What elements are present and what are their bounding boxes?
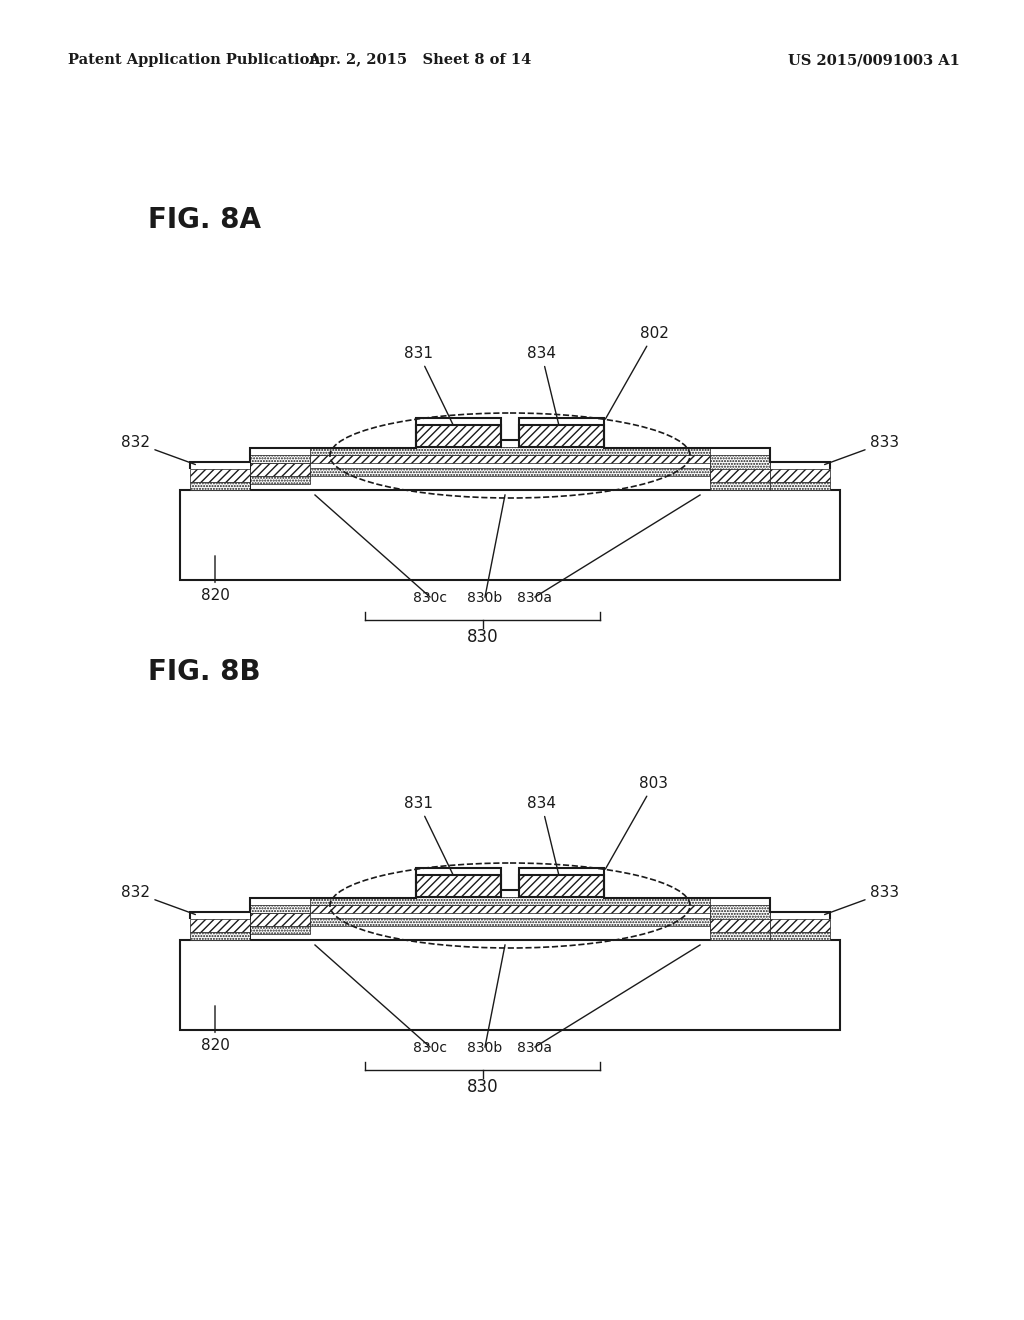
- Polygon shape: [770, 932, 830, 940]
- Polygon shape: [310, 455, 710, 463]
- Text: 831: 831: [404, 346, 458, 433]
- Bar: [180, 940, 840, 1030]
- Polygon shape: [250, 463, 310, 482]
- Text: Patent Application Publication: Patent Application Publication: [68, 53, 319, 67]
- Text: 830a: 830a: [517, 591, 553, 605]
- Text: 830c: 830c: [413, 1041, 447, 1055]
- Text: 820: 820: [201, 556, 229, 603]
- Text: 802: 802: [605, 326, 669, 418]
- Polygon shape: [250, 455, 310, 469]
- Text: 834: 834: [527, 346, 561, 433]
- Text: 830b: 830b: [467, 591, 503, 605]
- Text: 820: 820: [201, 1006, 229, 1053]
- Polygon shape: [310, 898, 710, 906]
- Text: 833: 833: [824, 884, 899, 915]
- Text: FIG. 8B: FIG. 8B: [148, 657, 261, 686]
- Text: 830: 830: [467, 1078, 499, 1096]
- Text: 830: 830: [467, 628, 499, 645]
- Polygon shape: [710, 455, 770, 469]
- Polygon shape: [710, 927, 770, 940]
- Polygon shape: [710, 906, 770, 919]
- Polygon shape: [710, 477, 770, 490]
- Polygon shape: [190, 932, 250, 940]
- Text: 830a: 830a: [517, 1041, 553, 1055]
- Text: 830b: 830b: [467, 1041, 503, 1055]
- Text: 834: 834: [527, 796, 561, 883]
- Text: 833: 833: [824, 436, 899, 465]
- Text: 803: 803: [605, 776, 669, 869]
- Polygon shape: [190, 482, 250, 490]
- Text: US 2015/0091003 A1: US 2015/0091003 A1: [788, 53, 961, 67]
- Polygon shape: [250, 477, 310, 490]
- Polygon shape: [770, 482, 830, 490]
- Polygon shape: [710, 913, 770, 932]
- Polygon shape: [250, 913, 310, 932]
- Polygon shape: [250, 927, 310, 940]
- Polygon shape: [416, 875, 501, 898]
- Text: FIG. 8A: FIG. 8A: [148, 206, 261, 234]
- Text: 832: 832: [121, 436, 196, 465]
- Polygon shape: [710, 463, 770, 482]
- Polygon shape: [519, 875, 604, 898]
- Polygon shape: [519, 425, 604, 447]
- Text: 832: 832: [121, 884, 196, 915]
- Polygon shape: [310, 917, 710, 927]
- Polygon shape: [770, 469, 830, 482]
- Polygon shape: [250, 906, 310, 919]
- Polygon shape: [310, 469, 710, 477]
- Polygon shape: [190, 469, 250, 482]
- Polygon shape: [310, 447, 710, 455]
- Polygon shape: [770, 919, 830, 932]
- Polygon shape: [416, 425, 501, 447]
- Text: 830c: 830c: [413, 591, 447, 605]
- Polygon shape: [190, 919, 250, 932]
- Polygon shape: [310, 906, 710, 913]
- Text: 831: 831: [404, 796, 458, 883]
- Text: Apr. 2, 2015   Sheet 8 of 14: Apr. 2, 2015 Sheet 8 of 14: [308, 53, 531, 67]
- Bar: [180, 490, 840, 579]
